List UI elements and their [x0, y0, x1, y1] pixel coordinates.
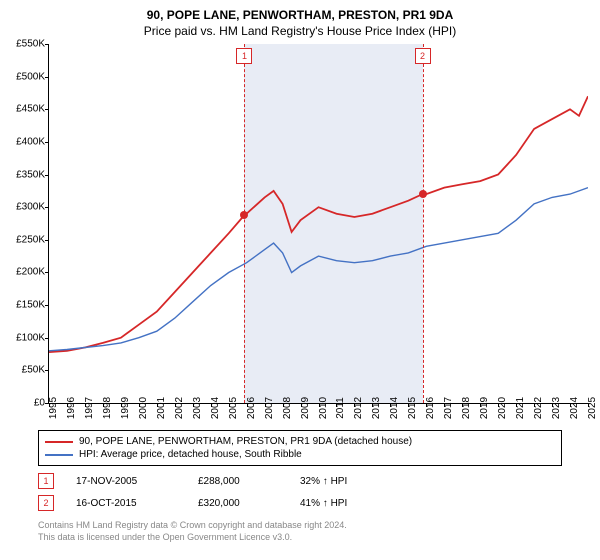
chart-container: 90, POPE LANE, PENWORTHAM, PRESTON, PR1 …	[0, 0, 600, 560]
legend-label: HPI: Average price, detached house, Sout…	[79, 449, 302, 460]
annotation-box: 2	[415, 48, 431, 64]
plot-area: £0£50K£100K£150K£200K£250K£300K£350K£400…	[48, 44, 588, 404]
line-layer	[49, 44, 588, 403]
footer-line: This data is licensed under the Open Gov…	[38, 532, 562, 544]
y-tick-label: £550K	[1, 39, 45, 50]
annotation-marker	[240, 211, 248, 219]
sale-marker-box: 1	[38, 473, 54, 489]
footer-line: Contains HM Land Registry data © Crown c…	[38, 520, 562, 532]
y-tick-label: £200K	[1, 267, 45, 278]
footer: Contains HM Land Registry data © Crown c…	[38, 520, 562, 543]
y-tick-label: £400K	[1, 136, 45, 147]
sale-row: 2 16-OCT-2015 £320,000 41% ↑ HPI	[38, 492, 562, 514]
sale-date: 16-OCT-2015	[76, 498, 176, 509]
sale-row: 1 17-NOV-2005 £288,000 32% ↑ HPI	[38, 470, 562, 492]
legend-swatch	[45, 454, 73, 456]
annotation-marker	[419, 190, 427, 198]
chart-area: £0£50K£100K£150K£200K£250K£300K£350K£400…	[48, 44, 588, 424]
y-tick-label: £500K	[1, 71, 45, 82]
y-tick-label: £250K	[1, 234, 45, 245]
y-tick-label: £150K	[1, 300, 45, 311]
legend-label: 90, POPE LANE, PENWORTHAM, PRESTON, PR1 …	[79, 436, 412, 447]
sale-diff: 32% ↑ HPI	[300, 476, 380, 487]
sale-marker-box: 2	[38, 495, 54, 511]
sale-price: £288,000	[198, 476, 278, 487]
annotation-vline	[244, 44, 245, 403]
series-line-property	[49, 96, 588, 352]
legend: 90, POPE LANE, PENWORTHAM, PRESTON, PR1 …	[38, 430, 562, 466]
sale-diff: 41% ↑ HPI	[300, 498, 380, 509]
chart-title: 90, POPE LANE, PENWORTHAM, PRESTON, PR1 …	[0, 0, 600, 22]
y-tick-label: £50K	[1, 365, 45, 376]
sales-table: 1 17-NOV-2005 £288,000 32% ↑ HPI 2 16-OC…	[38, 470, 562, 514]
x-tick-label: 2025	[587, 397, 600, 419]
chart-subtitle: Price paid vs. HM Land Registry's House …	[0, 22, 600, 44]
legend-item-hpi: HPI: Average price, detached house, Sout…	[45, 448, 555, 461]
y-tick-label: £450K	[1, 104, 45, 115]
y-tick-label: £0	[1, 398, 45, 409]
y-tick-label: £300K	[1, 202, 45, 213]
y-tick-label: £100K	[1, 332, 45, 343]
y-tick-label: £350K	[1, 169, 45, 180]
annotation-box: 1	[236, 48, 252, 64]
sale-price: £320,000	[198, 498, 278, 509]
series-line-hpi	[49, 188, 588, 351]
legend-item-property: 90, POPE LANE, PENWORTHAM, PRESTON, PR1 …	[45, 435, 555, 448]
annotation-vline	[423, 44, 424, 403]
legend-swatch	[45, 441, 73, 443]
sale-date: 17-NOV-2005	[76, 476, 176, 487]
x-axis-labels: 1995199619971998199920002001200220032004…	[48, 404, 588, 424]
